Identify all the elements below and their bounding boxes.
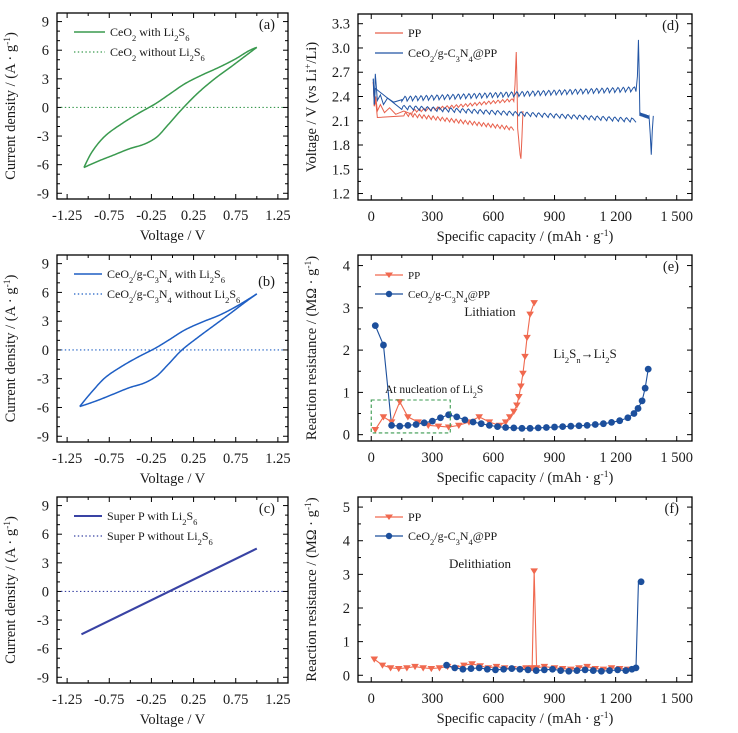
svg-text:9: 9: [42, 257, 49, 273]
svg-text:4: 4: [343, 534, 351, 550]
svg-text:300: 300: [421, 691, 443, 707]
svg-text:300: 300: [421, 450, 443, 466]
svg-text:6: 6: [42, 285, 49, 301]
svg-text:3: 3: [42, 556, 49, 572]
svg-text:-0.25: -0.25: [136, 451, 166, 467]
svg-text:0: 0: [343, 428, 350, 444]
svg-text:0: 0: [343, 668, 350, 684]
svg-text:3: 3: [343, 301, 350, 317]
svg-text:3: 3: [42, 72, 49, 88]
svg-text:-3: -3: [37, 613, 49, 629]
svg-text:Voltage / V: Voltage / V: [140, 228, 206, 244]
svg-text:6: 6: [42, 527, 49, 543]
svg-text:(c): (c): [259, 501, 275, 517]
svg-text:3: 3: [343, 567, 350, 583]
svg-text:(f): (f): [665, 501, 680, 517]
svg-text:-1.25: -1.25: [52, 451, 82, 467]
svg-text:Voltage / V: Voltage / V: [140, 712, 206, 728]
svg-text:-0.25: -0.25: [136, 208, 166, 224]
svg-text:1: 1: [343, 385, 350, 401]
svg-text:2: 2: [343, 601, 350, 617]
svg-text:-1.25: -1.25: [52, 208, 82, 224]
svg-text:Voltage / V: Voltage / V: [140, 471, 206, 487]
svg-text:Delithiation: Delithiation: [449, 556, 512, 571]
svg-text:-0.25: -0.25: [136, 692, 166, 708]
svg-text:-0.75: -0.75: [94, 451, 124, 467]
svg-text:1 500: 1 500: [660, 450, 693, 466]
svg-text:0.25: 0.25: [181, 692, 206, 708]
svg-text:Specific capacity / (mAh · g-1: Specific capacity / (mAh · g-1): [437, 470, 614, 486]
svg-text:1.25: 1.25: [265, 451, 290, 467]
svg-text:Lithiation: Lithiation: [464, 304, 516, 319]
svg-text:(b): (b): [258, 274, 275, 290]
svg-text:PP: PP: [408, 510, 422, 524]
svg-text:Reaction resistance / (MΩ · g-: Reaction resistance / (MΩ · g-1): [304, 497, 320, 681]
svg-text:1 200: 1 200: [599, 691, 632, 707]
svg-text:-6: -6: [37, 158, 49, 174]
svg-text:0: 0: [368, 209, 375, 225]
svg-text:600: 600: [483, 209, 505, 225]
svg-text:(a): (a): [259, 17, 275, 33]
svg-text:-6: -6: [37, 400, 49, 416]
svg-text:(e): (e): [663, 259, 679, 275]
svg-text:0.25: 0.25: [181, 451, 206, 467]
svg-text:0.75: 0.75: [223, 208, 248, 224]
svg-text:3: 3: [42, 314, 49, 330]
svg-text:-0.75: -0.75: [94, 692, 124, 708]
svg-text:Current density / (A · g-1): Current density / (A · g-1): [3, 275, 19, 423]
svg-text:-0.75: -0.75: [94, 208, 124, 224]
svg-text:-1.25: -1.25: [52, 692, 82, 708]
svg-text:0.25: 0.25: [181, 208, 206, 224]
svg-text:9: 9: [42, 499, 49, 515]
svg-text:-3: -3: [37, 372, 49, 388]
svg-text:600: 600: [483, 691, 505, 707]
svg-text:900: 900: [544, 209, 566, 225]
svg-text:Specific capacity / (mAh · g-1: Specific capacity / (mAh · g-1): [437, 229, 614, 245]
svg-text:0: 0: [42, 100, 49, 116]
svg-text:0: 0: [368, 450, 375, 466]
svg-text:PP: PP: [408, 270, 420, 282]
svg-text:-9: -9: [37, 429, 49, 445]
svg-text:6: 6: [42, 43, 49, 59]
svg-text:4: 4: [343, 259, 351, 275]
svg-text:Current density / (A · g-1): Current density / (A · g-1): [3, 32, 19, 180]
svg-text:1 500: 1 500: [660, 691, 693, 707]
svg-text:900: 900: [544, 450, 566, 466]
svg-text:-9: -9: [37, 186, 49, 202]
svg-text:PP: PP: [408, 26, 422, 40]
svg-text:0: 0: [42, 343, 49, 359]
svg-text:1 200: 1 200: [599, 450, 632, 466]
svg-text:1: 1: [343, 635, 350, 651]
svg-text:Current density / (A · g-1): Current density / (A · g-1): [3, 516, 19, 664]
svg-text:5: 5: [343, 500, 350, 516]
svg-text:2.4: 2.4: [332, 89, 351, 105]
svg-text:9: 9: [42, 15, 49, 31]
svg-text:1.25: 1.25: [265, 208, 290, 224]
svg-text:0.75: 0.75: [223, 692, 248, 708]
svg-text:(d): (d): [662, 18, 679, 34]
svg-text:Specific capacity / (mAh · g-1: Specific capacity / (mAh · g-1): [437, 711, 614, 727]
svg-text:1.5: 1.5: [332, 162, 350, 178]
svg-text:3.0: 3.0: [332, 41, 350, 57]
svg-text:3.3: 3.3: [332, 17, 350, 33]
svg-text:1 200: 1 200: [599, 209, 632, 225]
svg-text:0: 0: [42, 584, 49, 600]
svg-text:-9: -9: [37, 670, 49, 686]
svg-text:2.1: 2.1: [332, 114, 350, 130]
svg-text:1.2: 1.2: [332, 187, 350, 203]
svg-text:900: 900: [544, 691, 566, 707]
svg-text:1 500: 1 500: [660, 209, 693, 225]
svg-text:300: 300: [421, 209, 443, 225]
svg-text:600: 600: [483, 450, 505, 466]
svg-text:0.75: 0.75: [223, 451, 248, 467]
svg-text:2: 2: [343, 343, 350, 359]
svg-text:0: 0: [368, 691, 375, 707]
svg-text:Voltage / V (vs Li+/Li): Voltage / V (vs Li+/Li): [304, 42, 320, 172]
svg-text:-6: -6: [37, 642, 49, 658]
svg-text:2.7: 2.7: [332, 65, 350, 81]
svg-text:Reaction resistance / (MΩ · g-: Reaction resistance / (MΩ · g-1): [304, 256, 320, 440]
svg-text:-3: -3: [37, 129, 49, 145]
svg-text:1.8: 1.8: [332, 138, 350, 154]
svg-text:1.25: 1.25: [265, 692, 290, 708]
